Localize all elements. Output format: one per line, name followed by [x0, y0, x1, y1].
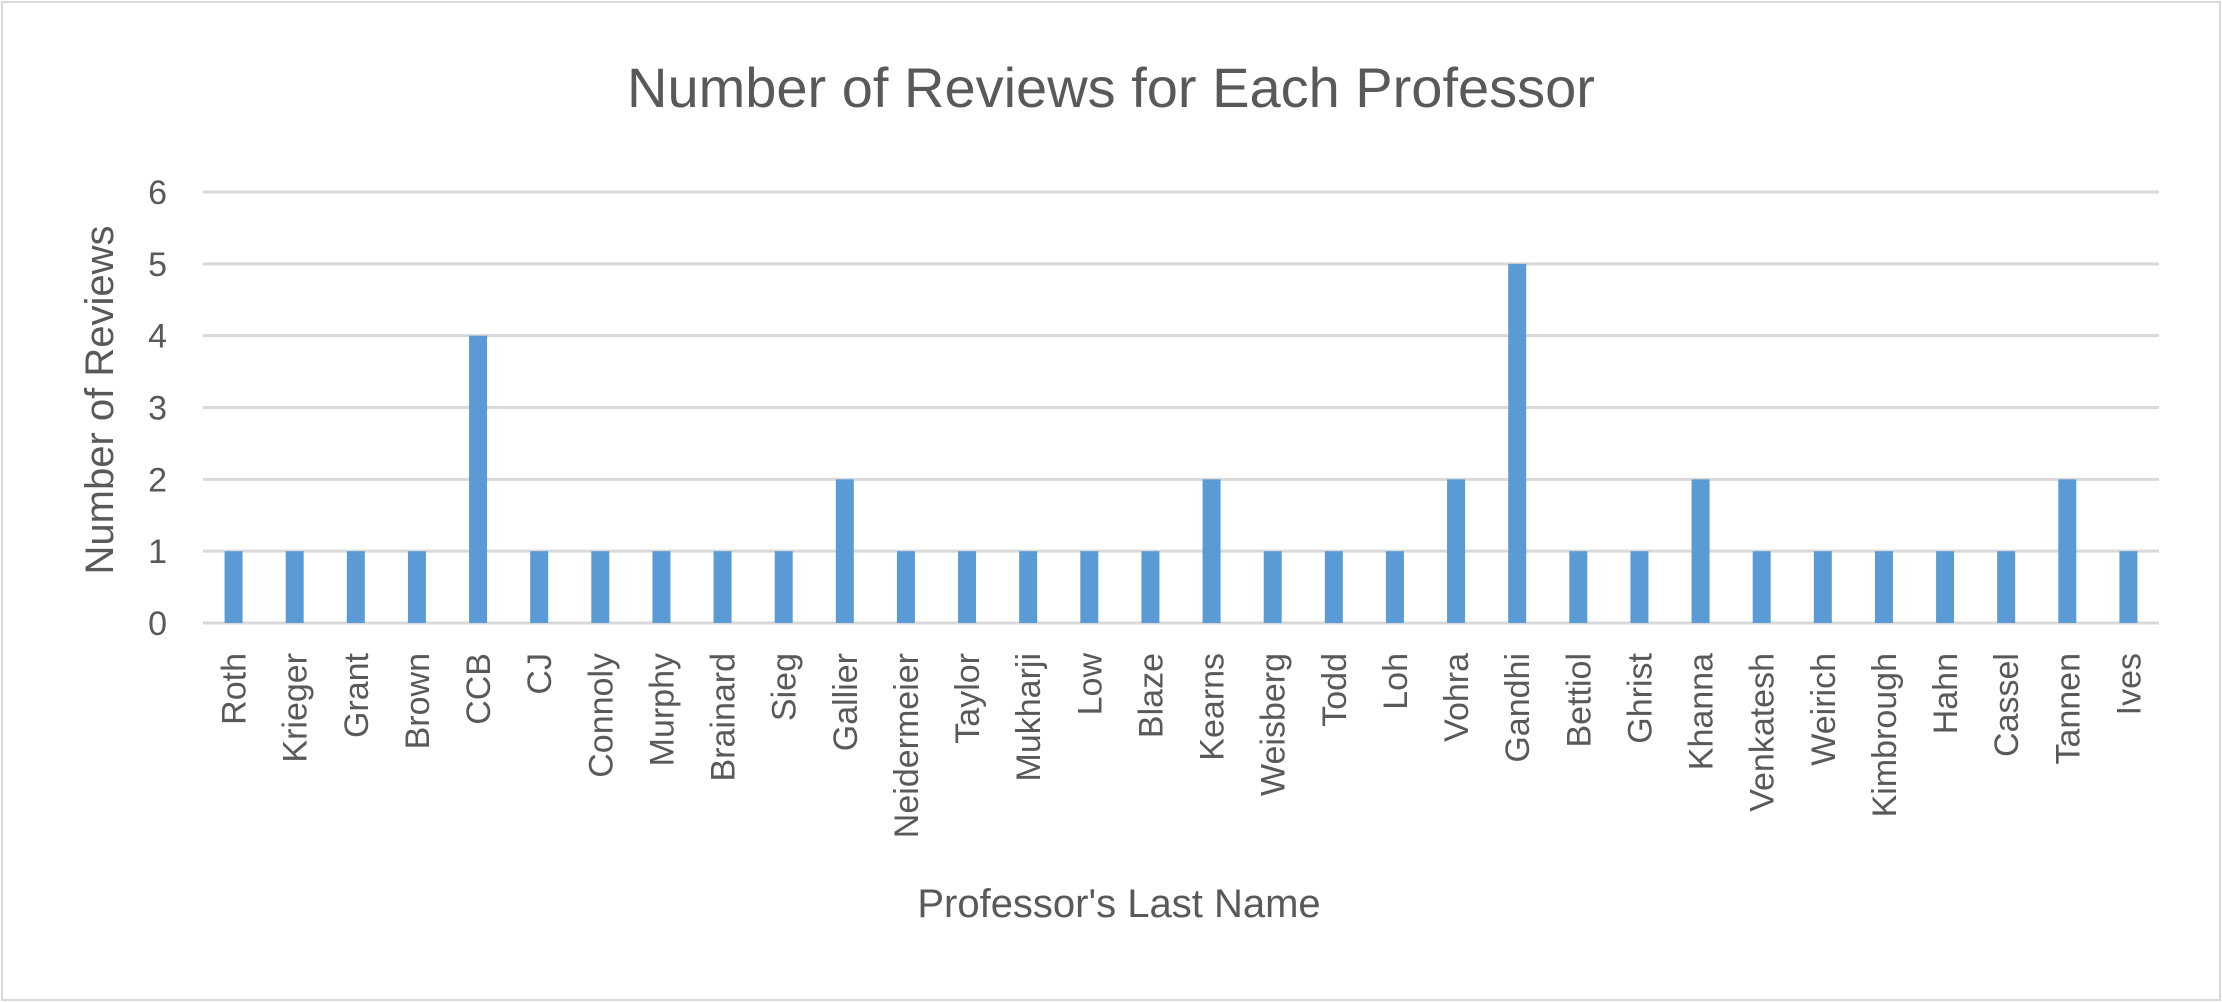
y-tick-label: 1 [148, 533, 167, 571]
bar [1569, 551, 1588, 623]
bar [896, 551, 915, 623]
y-axis-title: Number of Reviews [78, 225, 122, 574]
bar [346, 551, 365, 623]
bar [1324, 551, 1343, 623]
bar [591, 551, 610, 623]
bar [1874, 551, 1893, 623]
x-category-label: Weisberg [1255, 653, 1293, 796]
bar [652, 551, 671, 623]
x-category-label: Ghrist [1621, 652, 1659, 743]
gridlines [203, 190, 2159, 625]
bar [835, 479, 854, 623]
x-category-label: CJ [521, 653, 559, 695]
x-category-label: Blaze [1132, 653, 1170, 738]
y-tick-label: 4 [148, 318, 167, 356]
x-category-label: Cassel [1988, 653, 2026, 757]
bar [774, 551, 793, 623]
x-category-label: Murphy [643, 653, 681, 766]
bar [1385, 551, 1404, 623]
y-axis-ticks: 0 1 2 3 4 5 6 [148, 174, 167, 643]
x-category-label: Todd [1316, 653, 1354, 727]
bar [713, 551, 732, 623]
bar [958, 551, 977, 623]
x-category-label: Brainard [705, 653, 743, 782]
x-category-label: Weirich [1805, 653, 1843, 766]
bar [1141, 551, 1160, 623]
bar [1263, 551, 1282, 623]
bar [1997, 551, 2016, 623]
bar [1202, 479, 1221, 623]
bar [285, 551, 304, 623]
x-category-label: Low [1071, 653, 1109, 716]
x-category-label: Loh [1377, 653, 1415, 710]
x-category-label: Taylor [949, 653, 987, 744]
y-tick-label: 6 [148, 174, 167, 212]
bar [1080, 551, 1099, 623]
x-axis-categories: Roth Krieger Grant Brown CCB CJ Connoly Murphy B… [216, 652, 2149, 838]
x-category-label: Venkatesh [1744, 653, 1782, 812]
y-tick-label: 5 [148, 246, 167, 284]
bar [224, 551, 243, 623]
x-category-label: Bettiol [1560, 653, 1598, 748]
x-category-label: Tannen [2049, 653, 2087, 765]
x-axis-title: Professor's Last Name [917, 882, 1320, 926]
x-category-label: Grant [338, 652, 376, 738]
bar [1691, 479, 1710, 623]
x-category-label: CCB [460, 653, 498, 725]
bar-chart: Number of Reviews for Each Professor Num… [78, 56, 2159, 926]
bar [1630, 551, 1649, 623]
x-category-label: Kimbrough [1866, 653, 1904, 817]
chart-title: Number of Reviews for Each Professor [627, 56, 1595, 119]
x-category-label: Ives [2110, 653, 2148, 715]
x-category-label: Krieger [277, 653, 315, 763]
bar [2058, 479, 2077, 623]
bar [1813, 551, 1832, 623]
x-category-label: Connoly [582, 653, 620, 778]
y-tick-label: 2 [148, 461, 167, 499]
x-category-label: Mukharji [1010, 653, 1048, 781]
bar [1508, 263, 1527, 623]
x-category-label: Hahn [1927, 653, 1965, 734]
x-category-label: Khanna [1683, 653, 1721, 770]
bar [407, 551, 426, 623]
x-category-label: Neidermeier [888, 653, 926, 838]
x-category-label: Brown [399, 653, 437, 749]
x-category-label: Sieg [766, 653, 804, 721]
x-category-label: Roth [216, 653, 254, 725]
bar [2119, 551, 2138, 623]
bar [1019, 551, 1038, 623]
x-category-label: Vohra [1438, 653, 1476, 742]
x-category-label: Gandhi [1499, 653, 1537, 763]
bar [530, 551, 549, 623]
bar [1936, 551, 1955, 623]
y-tick-label: 0 [148, 605, 167, 643]
bar [1752, 551, 1771, 623]
x-category-label: Gallier [827, 653, 865, 751]
x-category-label: Kearns [1194, 653, 1232, 761]
y-tick-label: 3 [148, 390, 167, 428]
bar [469, 335, 488, 623]
bars [224, 263, 2138, 623]
bar [1447, 479, 1466, 623]
